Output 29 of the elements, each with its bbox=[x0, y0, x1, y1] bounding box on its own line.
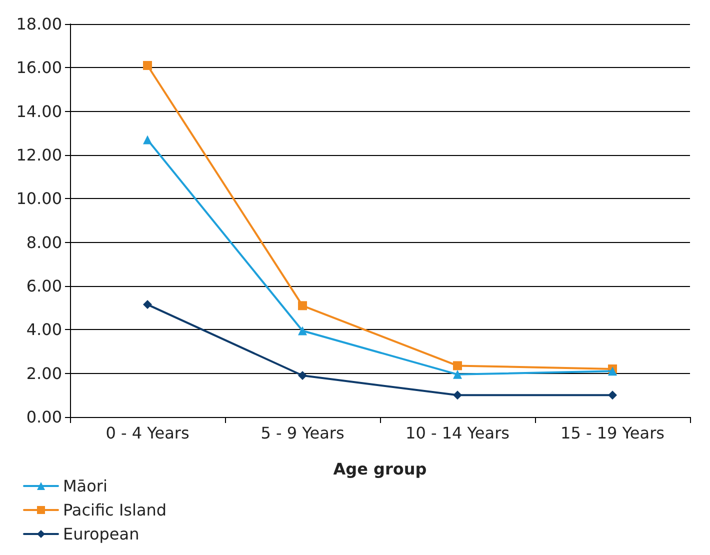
x-tick-label: 10 - 14 Years bbox=[406, 424, 510, 442]
y-tick-label: 4.00 bbox=[26, 320, 62, 340]
legend-label: Māori bbox=[63, 476, 108, 496]
x-tick-label: 5 - 9 Years bbox=[260, 424, 344, 442]
point bbox=[143, 60, 152, 70]
y-tick-label: 14.00 bbox=[16, 102, 62, 121]
y-tick-label: 8.00 bbox=[26, 232, 62, 252]
point bbox=[453, 390, 462, 400]
point bbox=[143, 300, 152, 310]
y-tick-label: 12.00 bbox=[16, 146, 62, 164]
point bbox=[453, 361, 462, 370]
point bbox=[608, 366, 617, 376]
legend-label: Pacific Island bbox=[63, 500, 167, 520]
x-tick-label: 15 - 19 Years bbox=[560, 424, 664, 442]
y-tick-label: 2.00 bbox=[26, 364, 62, 383]
x-axis-title: Age group bbox=[333, 460, 427, 478]
y-tick-label: 10.00 bbox=[16, 189, 62, 208]
point bbox=[298, 371, 307, 380]
point bbox=[453, 370, 462, 379]
y-tick-label: 16.00 bbox=[16, 58, 62, 78]
point bbox=[298, 326, 307, 336]
y-tick-label: 0.00 bbox=[26, 408, 62, 426]
y-tick-label: 6.00 bbox=[26, 276, 62, 296]
point bbox=[143, 135, 152, 144]
point bbox=[298, 301, 307, 310]
y-tick-label: 18.00 bbox=[16, 14, 62, 34]
point bbox=[608, 390, 617, 400]
legend-label: European bbox=[63, 524, 140, 544]
x-tick-label: 0 - 4 Years bbox=[106, 424, 190, 442]
